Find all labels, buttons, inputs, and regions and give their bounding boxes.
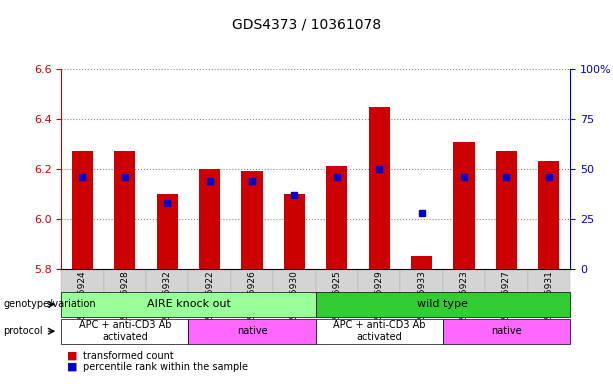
Text: GDS4373 / 10361078: GDS4373 / 10361078 [232, 17, 381, 31]
Text: protocol: protocol [3, 326, 43, 336]
Text: native: native [237, 326, 267, 336]
Text: transformed count: transformed count [83, 351, 173, 361]
Text: wild type: wild type [417, 299, 468, 310]
Bar [454, 141, 474, 269]
Bar [157, 194, 178, 269]
Text: genotype/variation: genotype/variation [3, 299, 96, 310]
Bar [199, 169, 220, 269]
Bar [411, 257, 432, 269]
Bar [496, 152, 517, 269]
Text: ■: ■ [67, 362, 78, 372]
Bar [368, 106, 390, 269]
Bar [72, 152, 93, 269]
Bar [284, 194, 305, 269]
Text: native: native [491, 326, 522, 336]
Text: percentile rank within the sample: percentile rank within the sample [83, 362, 248, 372]
Text: APC + anti-CD3 Ab
activated: APC + anti-CD3 Ab activated [78, 320, 171, 342]
Bar [538, 161, 560, 269]
Bar [114, 152, 135, 269]
Text: APC + anti-CD3 Ab
activated: APC + anti-CD3 Ab activated [333, 320, 425, 342]
Text: AIRE knock out: AIRE knock out [147, 299, 230, 310]
Bar [326, 166, 348, 269]
Text: ■: ■ [67, 351, 78, 361]
Bar [242, 171, 263, 269]
